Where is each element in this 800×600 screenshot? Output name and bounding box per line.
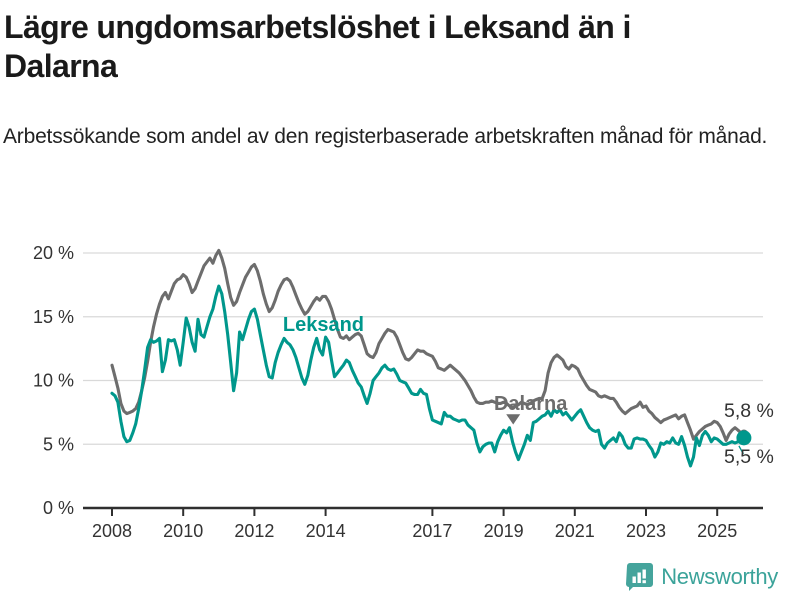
y-tick-label-5: 5 % [43, 434, 74, 454]
chart-title-line1: Lägre ungdomsarbetslöshet i Leksand än i [4, 9, 631, 45]
y-tick-label-15: 15 % [33, 307, 74, 327]
y-tick-label-10: 10 % [33, 371, 74, 391]
logo-exclamation-bar [642, 569, 647, 579]
newsworthy-brand: Newsworthy [626, 562, 778, 592]
logo-exclamation-dot [642, 580, 647, 584]
leksand-leader-line [738, 445, 744, 455]
leksand-end-dot [736, 430, 752, 446]
series-label-leksand: Leksand [283, 314, 364, 336]
y-tick-label-0: 0 % [43, 498, 74, 518]
logo-bar-short [632, 576, 637, 583]
x-tick-label-2008: 2008 [92, 521, 132, 541]
x-tick-label-2021: 2021 [555, 521, 595, 541]
logo-bar-tall [637, 572, 642, 583]
x-tick-label-2017: 2017 [412, 521, 452, 541]
x-tick-label-2014: 2014 [306, 521, 346, 541]
dalarna-end-value-label: 5,8 % [724, 400, 774, 422]
series-label-dalarna: Dalarna [494, 393, 568, 415]
x-tick-label-2019: 2019 [484, 521, 524, 541]
y-tick-label-20: 20 % [33, 243, 74, 263]
leksand-line [110, 284, 746, 468]
dalarna-line [110, 248, 746, 442]
chart-subtitle: Arbetssökande som andel av den registerb… [3, 125, 768, 148]
x-tick-label-2010: 2010 [163, 521, 203, 541]
x-tick-label-2012: 2012 [234, 521, 274, 541]
chart-title-line2: Dalarna [4, 48, 118, 84]
x-tick-label-2025: 2025 [697, 521, 737, 541]
series-label-arrow-down-icon [506, 414, 521, 425]
newsworthy-logo-icon [626, 563, 654, 591]
chart-title: Lägre ungdomsarbetslöshet i Leksand än i… [4, 8, 784, 86]
brand-name: Newsworthy [661, 564, 778, 589]
leksand-end-value-label: 5,5 % [724, 446, 774, 468]
x-tick-label-2023: 2023 [626, 521, 666, 541]
